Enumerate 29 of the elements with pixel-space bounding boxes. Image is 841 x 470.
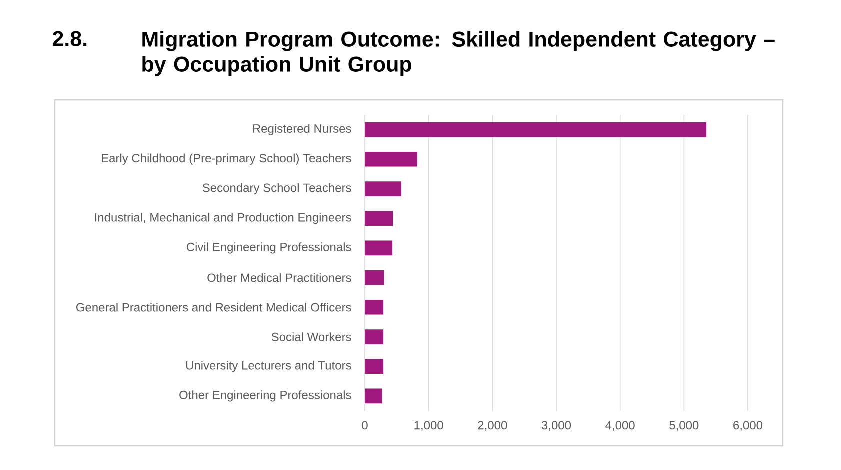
bar	[365, 182, 402, 196]
y-tick-label: Registered Nurses	[253, 124, 352, 136]
y-tick-label: University Lecturers and Tutors	[186, 361, 352, 372]
y-tick-label: Industrial, Mechanical and Production Engineers	[95, 213, 352, 224]
x-tick-label: 6,000	[734, 421, 763, 432]
y-tick-label: Other Medical Practitioners	[208, 273, 352, 282]
bar	[365, 300, 384, 315]
y-tick-label: Social Workers	[272, 332, 352, 342]
y-tick-label: Other Engineering Professionals	[180, 390, 352, 402]
x-tick-label: 0	[362, 421, 368, 430]
x-tick-label: 5,000	[670, 421, 699, 432]
x-tick-label: 4,000	[606, 421, 635, 432]
bar	[365, 330, 384, 344]
y-tick-label: Early Childhood (Pre-primary School) Teachers	[102, 154, 352, 165]
y-tick-label: Civil Engineering Professionals	[187, 242, 352, 254]
x-tick-label: 3,000	[542, 421, 572, 432]
bar	[365, 152, 418, 167]
bar	[365, 270, 384, 286]
text: 2.8.	[52, 31, 87, 46]
x-tick-label: 1,000	[414, 421, 444, 432]
y-tick-label: Secondary School Teachers	[202, 183, 352, 195]
bar	[365, 388, 382, 404]
bar	[365, 122, 706, 138]
x-tick-label: 2,000	[478, 421, 508, 432]
bar	[365, 240, 392, 256]
y-tick-label: General Practitioners and Resident Medical Officers	[76, 302, 352, 312]
bar	[365, 359, 384, 374]
bar	[365, 211, 394, 226]
chart-title: Migration Program Outcome: Skilled Independent Category – by Occupation Unit Group	[142, 31, 775, 76]
